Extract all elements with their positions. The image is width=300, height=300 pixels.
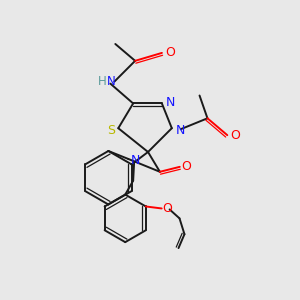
Text: O: O bbox=[165, 46, 175, 59]
Text: N: N bbox=[166, 96, 176, 109]
Text: O: O bbox=[163, 202, 172, 215]
Text: N: N bbox=[130, 154, 140, 167]
Text: N: N bbox=[176, 124, 185, 137]
Text: O: O bbox=[230, 129, 240, 142]
Text: S: S bbox=[107, 124, 116, 137]
Text: N: N bbox=[107, 75, 116, 88]
Text: H: H bbox=[98, 75, 107, 88]
Text: O: O bbox=[182, 160, 192, 173]
